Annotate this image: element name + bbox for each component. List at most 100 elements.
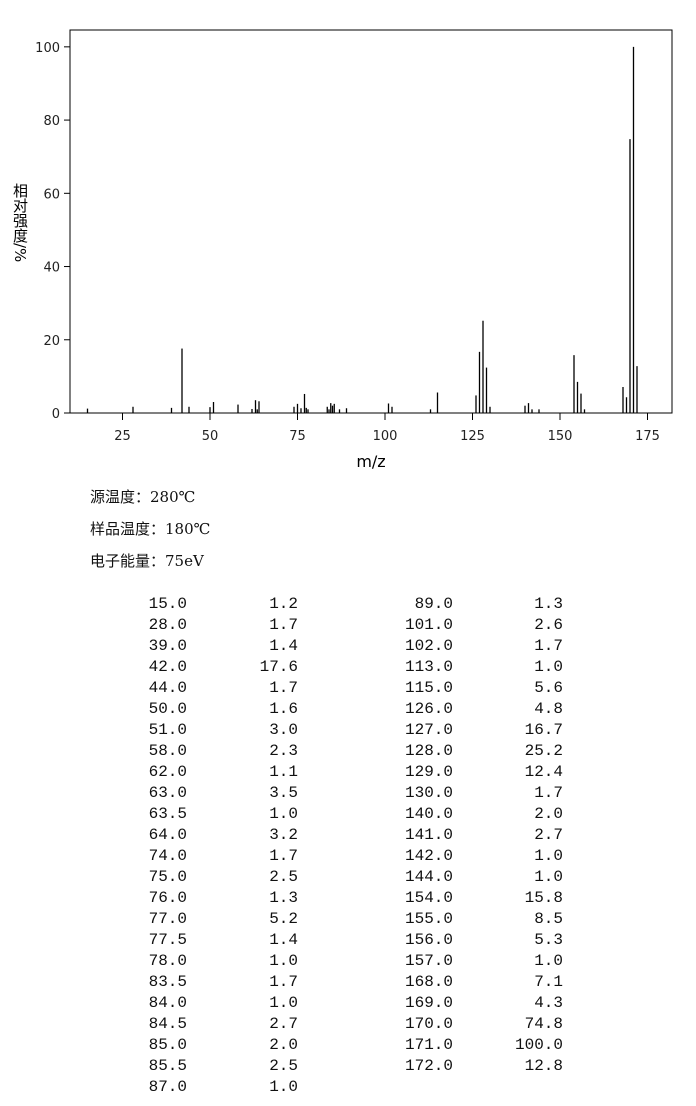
mz-cell: 170.0 xyxy=(405,1015,453,1033)
mz-cell: 63.0 xyxy=(149,784,187,802)
intensity-cell: 1.7 xyxy=(534,637,563,655)
intensity-cell: 5.6 xyxy=(534,679,563,697)
mz-cell: 77.5 xyxy=(149,931,187,949)
mz-cell: 141.0 xyxy=(405,826,453,844)
mz-cell: 102.0 xyxy=(405,637,453,655)
intensity-cell: 1.0 xyxy=(269,805,298,823)
intensity-cell: 1.3 xyxy=(534,595,563,613)
intensity-cell: 1.4 xyxy=(269,931,298,949)
mz-cell: 89.0 xyxy=(415,595,453,613)
y-tick-label: 80 xyxy=(43,114,60,129)
intensity-cell: 4.8 xyxy=(534,700,563,718)
intensity-cell: 3.5 xyxy=(269,784,298,802)
intensity-cell: 4.3 xyxy=(534,994,563,1012)
intensity-cell: 5.3 xyxy=(534,931,563,949)
intensity-cell: 2.7 xyxy=(269,1015,298,1033)
x-tick-label: 150 xyxy=(548,429,573,444)
mz-cell: 75.0 xyxy=(149,868,187,886)
intensity-cell: 1.0 xyxy=(534,847,563,865)
mz-cell: 127.0 xyxy=(405,721,453,739)
intensity-cell: 16.7 xyxy=(525,721,563,739)
mz-cell: 140.0 xyxy=(405,805,453,823)
y-tick-label: 100 xyxy=(35,41,60,56)
intensity-cell: 1.7 xyxy=(269,847,298,865)
x-axis-label: m/z xyxy=(356,452,385,471)
mz-cell: 154.0 xyxy=(405,889,453,907)
mz-cell: 85.0 xyxy=(149,1036,187,1054)
intensity-cell: 2.5 xyxy=(269,1057,298,1075)
mz-cell: 74.0 xyxy=(149,847,187,865)
mz-cell: 101.0 xyxy=(405,616,453,634)
mz-cell: 58.0 xyxy=(149,742,187,760)
mz-cell: 126.0 xyxy=(405,700,453,718)
mz-cell: 155.0 xyxy=(405,910,453,928)
intensity-cell: 1.7 xyxy=(534,784,563,802)
y-tick-label: 0 xyxy=(52,407,60,422)
info-line: 电子能量：75eV xyxy=(90,552,205,570)
intensity-cell: 1.0 xyxy=(534,868,563,886)
mz-cell: 83.5 xyxy=(149,973,187,991)
intensity-cell: 3.2 xyxy=(269,826,298,844)
mz-cell: 77.0 xyxy=(149,910,187,928)
x-tick-label: 100 xyxy=(373,429,398,444)
mz-cell: 156.0 xyxy=(405,931,453,949)
intensity-cell: 1.4 xyxy=(269,637,298,655)
x-tick-label: 25 xyxy=(114,429,131,444)
intensity-cell: 1.1 xyxy=(269,763,298,781)
intensity-cell: 1.3 xyxy=(269,889,298,907)
mz-cell: 87.0 xyxy=(149,1078,187,1096)
mz-cell: 171.0 xyxy=(405,1036,453,1054)
intensity-cell: 1.7 xyxy=(269,679,298,697)
intensity-cell: 5.2 xyxy=(269,910,298,928)
intensity-cell: 15.8 xyxy=(525,889,563,907)
mz-cell: 42.0 xyxy=(149,658,187,676)
mz-cell: 144.0 xyxy=(405,868,453,886)
mz-cell: 39.0 xyxy=(149,637,187,655)
x-tick-label: 125 xyxy=(460,429,485,444)
mz-cell: 76.0 xyxy=(149,889,187,907)
intensity-cell: 25.2 xyxy=(525,742,563,760)
intensity-cell: 8.5 xyxy=(534,910,563,928)
mz-cell: 84.0 xyxy=(149,994,187,1012)
intensity-cell: 17.6 xyxy=(260,658,298,676)
mz-cell: 113.0 xyxy=(405,658,453,676)
info-line: 源温度：280℃ xyxy=(90,488,195,506)
intensity-cell: 1.7 xyxy=(269,616,298,634)
mz-cell: 28.0 xyxy=(149,616,187,634)
y-tick-label: 40 xyxy=(43,261,60,276)
mz-cell: 129.0 xyxy=(405,763,453,781)
intensity-cell: 2.3 xyxy=(269,742,298,760)
intensity-cell: 1.0 xyxy=(534,952,563,970)
mz-cell: 64.0 xyxy=(149,826,187,844)
mz-cell: 51.0 xyxy=(149,721,187,739)
info-line: 样品温度：180℃ xyxy=(90,520,210,538)
mz-cell: 85.5 xyxy=(149,1057,187,1075)
mz-cell: 44.0 xyxy=(149,679,187,697)
intensity-cell: 12.8 xyxy=(525,1057,563,1075)
mz-cell: 130.0 xyxy=(405,784,453,802)
mz-cell: 63.5 xyxy=(149,805,187,823)
mz-cell: 128.0 xyxy=(405,742,453,760)
intensity-cell: 100.0 xyxy=(515,1036,563,1054)
mz-cell: 50.0 xyxy=(149,700,187,718)
y-tick-label: 60 xyxy=(43,187,60,202)
intensity-cell: 12.4 xyxy=(525,763,563,781)
intensity-cell: 7.1 xyxy=(534,973,563,991)
intensity-cell: 1.2 xyxy=(269,595,298,613)
y-tick-label: 20 xyxy=(43,334,60,349)
intensity-cell: 2.7 xyxy=(534,826,563,844)
x-tick-label: 50 xyxy=(202,429,219,444)
intensity-cell: 1.0 xyxy=(534,658,563,676)
intensity-cell: 2.0 xyxy=(269,1036,298,1054)
y-axis-label: 相对强度/% xyxy=(11,183,29,262)
intensity-cell: 1.0 xyxy=(269,994,298,1012)
mz-cell: 169.0 xyxy=(405,994,453,1012)
mz-cell: 172.0 xyxy=(405,1057,453,1075)
intensity-cell: 3.0 xyxy=(269,721,298,739)
mz-cell: 62.0 xyxy=(149,763,187,781)
x-tick-label: 175 xyxy=(635,429,660,444)
intensity-cell: 2.0 xyxy=(534,805,563,823)
intensity-cell: 1.6 xyxy=(269,700,298,718)
mz-cell: 157.0 xyxy=(405,952,453,970)
